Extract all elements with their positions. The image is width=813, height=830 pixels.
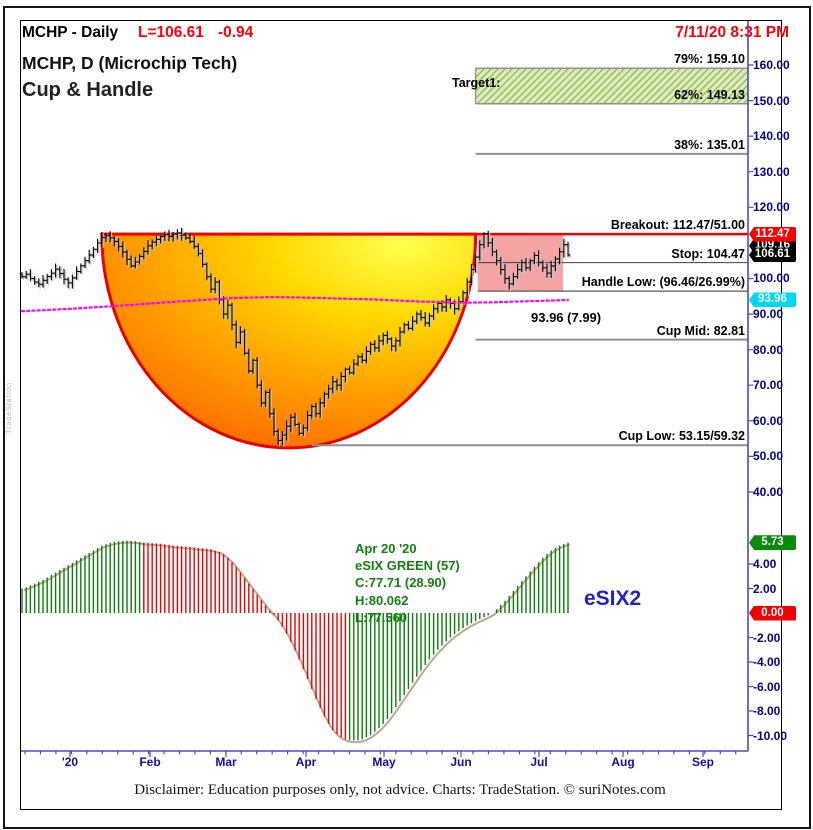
chart-border	[20, 20, 782, 810]
indicator-axis-tick: -2.00	[753, 630, 781, 645]
level-label-fib79: 79%: 159.10	[674, 52, 745, 67]
indicator-axis-tick: -6.00	[753, 679, 781, 694]
level-label-fib38: 38%: 135.01	[674, 137, 745, 152]
outer-border	[3, 6, 811, 829]
level-label-stop: Stop: 104.47	[671, 246, 745, 261]
price-axis-tick: 80.00	[753, 342, 784, 357]
price-axis-tick: 150.00	[753, 93, 790, 108]
x-axis-month-label: Apr	[295, 755, 317, 769]
indicator-info-line: L:77.560	[355, 609, 408, 625]
price-axis-tick: 100.00	[753, 271, 790, 286]
price-axis-tick: 60.00	[753, 413, 784, 428]
candlesticks	[19, 227, 572, 447]
x-axis-month-label: Mar	[215, 755, 237, 769]
disclaimer-text: Disclaimer: Education purposes only, not…	[134, 782, 666, 798]
cup-shape	[100, 232, 478, 450]
last-quote: L=106.61 -0.94	[138, 24, 267, 42]
price-badge-last-price: 106.61	[749, 247, 796, 263]
timestamp: 7/11/20 8:31 PM	[675, 24, 789, 41]
price-axis-tick: 130.00	[753, 164, 790, 179]
oscillator-bars	[21, 540, 571, 744]
indicator-axis-tick: -8.00	[753, 704, 781, 718]
x-axis-month-label: Feb	[139, 755, 161, 769]
indicator-axis-tick: -10.00	[753, 728, 788, 743]
indicator-axis-tick: 4.00	[753, 557, 777, 571]
last-value: L=106.61	[138, 24, 204, 41]
x-axis-month-label: Jun	[450, 755, 472, 769]
level-label-cup-mid: Cup Mid: 82.81	[656, 323, 745, 338]
indicator-badge-osc-zero: 0.00	[749, 605, 796, 621]
watermark: TradeStation	[6, 382, 13, 434]
instrument-title: MCHP, D (Microchip Tech)	[22, 53, 238, 73]
x-axis-month-label: May	[372, 755, 396, 769]
indicator-badge-osc-current: 5.73	[749, 535, 796, 551]
level-label-breakout: Breakout: 112.47/51.00	[610, 218, 745, 233]
x-axis-month-label: Jul	[530, 755, 548, 769]
target-zone	[474, 67, 749, 105]
price-axis-tick: 50.00	[753, 449, 784, 464]
pattern-title: Cup & Handle	[22, 79, 154, 101]
indicator-info-line: C:77.71 (28.90)	[355, 575, 447, 591]
indicator-info-line: eSIX GREEN (57)	[355, 558, 460, 574]
axes	[20, 20, 754, 757]
price-axis-tick: 160.00	[753, 58, 790, 72]
level-label-cup-low: Cup Low: 53.15/59.32	[618, 429, 745, 444]
level-label-fib62: 62%: 149.13	[674, 87, 745, 102]
target1-label: Target1:	[452, 76, 501, 90]
price-axis-tick: 70.00	[753, 378, 784, 393]
indicator-axis-tick: 2.00	[753, 581, 777, 596]
symbol-timeframe-label: MCHP - Daily	[22, 24, 119, 41]
indicator-info-line: Apr 20 '20	[355, 541, 417, 556]
ma-value-label: 93.96 (7.99)	[531, 310, 602, 325]
price-badge-ma-price: 93.96	[749, 292, 796, 308]
change-value: -0.94	[217, 24, 254, 41]
x-axis-month-label: '20	[61, 755, 79, 769]
level-label-handle-low: Handle Low: (96.46/26.99%)	[581, 275, 745, 290]
price-axis-tick: 90.00	[753, 307, 784, 322]
x-axis-month-label: Sep	[691, 755, 714, 769]
price-badge-breakout-price: 112.47	[749, 226, 796, 242]
pattern-level-lines	[103, 67, 748, 447]
price-axis-tick: 40.00	[753, 484, 784, 499]
indicator-info-line: H:80.062	[355, 592, 409, 608]
price-axis-tick: 140.00	[753, 129, 790, 144]
x-axis-month-label: Aug	[611, 755, 635, 769]
moving-average-line	[20, 295, 570, 313]
price-axis-tick: 120.00	[753, 200, 790, 215]
indicator-name-label: eSIX2	[584, 587, 642, 610]
indicator-axis-tick: -4.00	[753, 655, 781, 669]
